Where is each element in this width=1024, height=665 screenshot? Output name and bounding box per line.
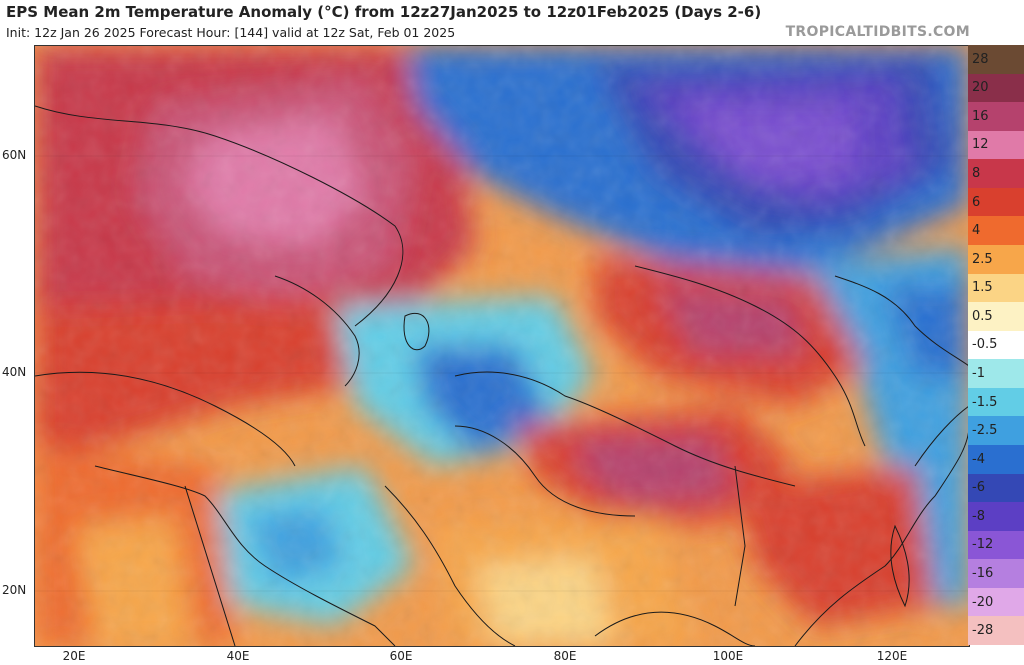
colorbar-label: -12 — [972, 537, 994, 553]
colorbar-level: -1.5 — [968, 387, 1024, 417]
colorbar-level: 0.5 — [968, 302, 1024, 331]
colorbar-label: 0.5 — [972, 308, 993, 324]
colorbar-level: 1.5 — [968, 273, 1024, 303]
colorbar-level: -4 — [968, 445, 1024, 474]
colorbar-level: 28 — [968, 45, 1024, 74]
colorbar-label: -8 — [972, 508, 985, 524]
colorbar-level: -2.5 — [968, 416, 1024, 445]
colorbar-label: 16 — [972, 108, 989, 124]
lon-label-120e: 120E — [876, 649, 908, 663]
colorbar-label: -20 — [972, 594, 994, 610]
lon-label-40e: 40E — [226, 649, 250, 663]
colorbar-level: -0.5 — [968, 330, 1024, 360]
colorbar-label: 4 — [972, 223, 981, 239]
lat-label-60n: 60N — [2, 148, 27, 162]
colorbar-label: -16 — [972, 566, 994, 582]
colorbar-label: -28 — [972, 623, 994, 639]
colorbar-label: 20 — [972, 80, 989, 96]
colorbar-level: 2.5 — [968, 245, 1024, 274]
coastlines — [35, 105, 969, 646]
colorbar-label: 6 — [972, 194, 981, 210]
colorbar-label: -2.5 — [972, 423, 998, 439]
colorbar-label: -0.5 — [972, 337, 998, 353]
lat-label-40n: 40N — [2, 365, 27, 379]
colorbar-label: -1.5 — [972, 394, 998, 410]
colorbar-label: -6 — [972, 480, 985, 496]
colorbar-level: -28 — [968, 616, 1024, 645]
colorbar-label: 1.5 — [972, 280, 993, 296]
colorbar-level: 6 — [968, 187, 1024, 217]
colorbar-level: -12 — [968, 530, 1024, 560]
lat-label-20n: 20N — [2, 583, 27, 597]
colorbar-level: 20 — [968, 73, 1024, 103]
lon-label-20e: 20E — [62, 649, 86, 663]
colorbar-level: 16 — [968, 102, 1024, 131]
colorbar-level: -8 — [968, 502, 1024, 531]
colorbar-legend: 28 20 16 12 8 6 4 2.5 1.5 0.5 -0.5 -1 -1.5 -2.5 -4 -6 -8… — [968, 45, 1024, 645]
colorbar-level: -6 — [968, 473, 1024, 503]
colorbar-label: 12 — [972, 137, 989, 153]
lon-label-60e: 60E — [389, 649, 413, 663]
map-subtitle: Init: 12z Jan 26 2025 Forecast Hour: [14… — [6, 25, 456, 40]
site-credit: TROPICALTIDBITS.COM — [785, 24, 970, 40]
colorbar-level: -20 — [968, 587, 1024, 617]
anomaly-map — [34, 45, 970, 647]
colorbar-label: 8 — [972, 166, 981, 182]
colorbar-label: 2.5 — [972, 251, 993, 267]
lon-label-80e: 80E — [553, 649, 577, 663]
colorbar-level: 12 — [968, 130, 1024, 160]
colorbar-level: -16 — [968, 559, 1024, 588]
colorbar-level: -1 — [968, 359, 1024, 388]
lon-label-100e: 100E — [712, 649, 744, 663]
map-title: EPS Mean 2m Temperature Anomaly (°C) fro… — [6, 3, 762, 21]
colorbar-label: -1 — [972, 366, 985, 382]
colorbar-level: 4 — [968, 216, 1024, 245]
colorbar-label: 28 — [972, 51, 989, 67]
colorbar-level: 8 — [968, 159, 1024, 188]
colorbar-label: -4 — [972, 451, 985, 467]
